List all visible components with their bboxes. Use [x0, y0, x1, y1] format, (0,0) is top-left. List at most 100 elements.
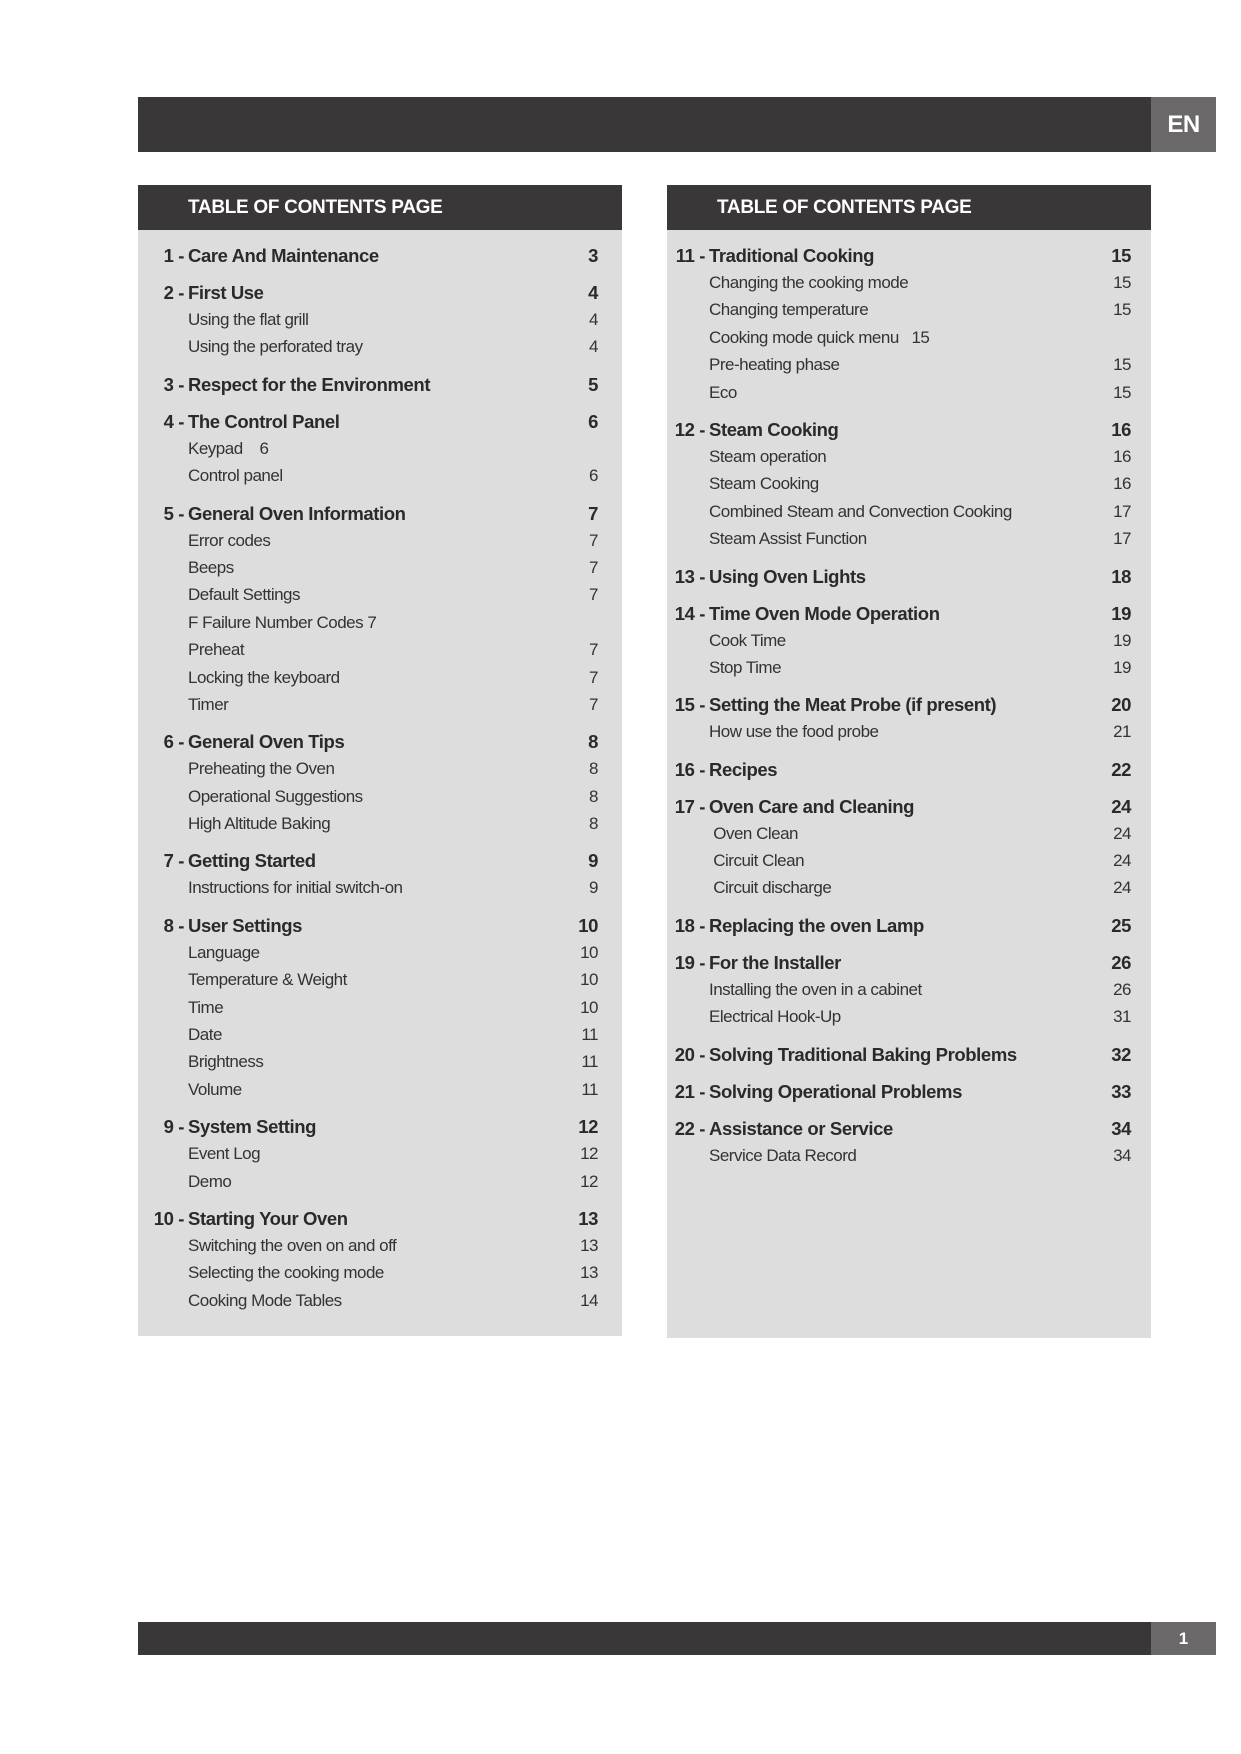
- toc-subitem[interactable]: Date 11: [138, 1021, 622, 1048]
- toc-subitem[interactable]: Circuit Clean 24: [667, 847, 1151, 874]
- toc-subitem[interactable]: Eco 15: [667, 379, 1151, 406]
- toc-chapter[interactable]: 1 - Care And Maintenance 3: [138, 242, 622, 269]
- chapter-number: 6 -: [163, 731, 185, 753]
- toc-subitem[interactable]: Pre-heating phase 15: [667, 351, 1151, 378]
- subitem-title: Electrical Hook-Up: [709, 1007, 841, 1027]
- toc-chapter[interactable]: 15 - Setting the Meat Probe (if present) 2…: [667, 691, 1151, 718]
- chapter-page: 34: [1111, 1117, 1131, 1139]
- toc-chapter[interactable]: 20 - Solving Traditional Baking Problems 3…: [667, 1041, 1151, 1068]
- toc-subitem[interactable]: Selecting the cooking mode 13: [138, 1259, 622, 1286]
- chapter-number: 19 -: [674, 951, 706, 973]
- toc-chapter[interactable]: 12 - Steam Cooking 16: [667, 416, 1151, 443]
- toc-subitem[interactable]: Oven Clean 24: [667, 820, 1151, 847]
- chapter-title: Solving Operational Problems: [709, 1080, 962, 1102]
- toc-subitem[interactable]: How use the food probe 21: [667, 718, 1151, 745]
- toc-subitem[interactable]: Operational Suggestions 8: [138, 783, 622, 810]
- toc-chapter[interactable]: 22 - Assistance or Service 34: [667, 1115, 1151, 1142]
- toc-chapter[interactable]: 13 - Using Oven Lights 18: [667, 563, 1151, 590]
- toc-subitem[interactable]: Steam operation 16: [667, 443, 1151, 470]
- subitem-page: 16: [1113, 446, 1131, 466]
- toc-chapter[interactable]: 2 - First Use 4: [138, 279, 622, 306]
- toc-subitem[interactable]: Cook Time 19: [667, 627, 1151, 654]
- chapter-number: 20 -: [674, 1043, 706, 1065]
- toc-subitem[interactable]: F Failure Number Codes 7: [138, 609, 622, 636]
- toc-subitem[interactable]: Combined Steam and Convection Cooking 17: [667, 498, 1151, 525]
- chapter-page: 20: [1111, 694, 1131, 716]
- toc-subitem[interactable]: Using the flat grill 4: [138, 306, 622, 333]
- chapter-title: First Use: [188, 282, 264, 303]
- subitem-title: Volume: [188, 1079, 242, 1099]
- subitem-title: Cooking mode quick menu 15: [709, 327, 930, 347]
- chapter-page: 24: [1111, 795, 1131, 817]
- toc-chapter[interactable]: 17 - Oven Care and Cleaning 24: [667, 793, 1151, 820]
- toc-subitem[interactable]: Timer 7: [138, 691, 622, 718]
- toc-chapter[interactable]: 4 - The Control Panel 6: [138, 408, 622, 435]
- toc-subitem[interactable]: Time 10: [138, 994, 622, 1021]
- toc-chapter[interactable]: 21 - Solving Operational Problems 33: [667, 1078, 1151, 1105]
- toc-subitem[interactable]: Cooking Mode Tables 14: [138, 1287, 622, 1314]
- toc-subitem[interactable]: Electrical Hook-Up 31: [667, 1003, 1151, 1030]
- toc-subitem[interactable]: Service Data Record 34: [667, 1142, 1151, 1169]
- toc-subitem[interactable]: Temperature & Weight 10: [138, 966, 622, 993]
- toc-chapter[interactable]: 3 - Respect for the Environment 5: [138, 371, 622, 398]
- chapter-number: 14 -: [674, 602, 706, 624]
- toc-subitem[interactable]: Beeps 7: [138, 554, 622, 581]
- toc-subitem[interactable]: High Altitude Baking 8: [138, 810, 622, 837]
- toc-subitem[interactable]: Error codes 7: [138, 527, 622, 554]
- toc-subitem[interactable]: Changing the cooking mode 15: [667, 269, 1151, 296]
- toc-chapter[interactable]: 6 - General Oven Tips 8: [138, 728, 622, 755]
- toc-chapter[interactable]: 9 - System Setting 12: [138, 1113, 622, 1140]
- toc-subitem[interactable]: Control panel 6: [138, 462, 622, 489]
- chapter-title: Care And Maintenance: [188, 245, 379, 266]
- toc-subitem[interactable]: Preheating the Oven 8: [138, 755, 622, 782]
- chapter-page: 4: [588, 282, 598, 303]
- subitem-title: Preheating the Oven: [188, 759, 335, 779]
- toc-subitem[interactable]: Changing temperature 15: [667, 296, 1151, 323]
- toc-list: 11 - Traditional Cooking 15 Changing the co…: [667, 230, 1151, 1169]
- toc-subitem[interactable]: Installing the oven in a cabinet 26: [667, 976, 1151, 1003]
- subitem-title: Combined Steam and Convection Cooking: [709, 501, 1012, 521]
- chapter-title: General Oven Information: [188, 502, 406, 524]
- toc-chapter[interactable]: 18 - Replacing the oven Lamp 25: [667, 912, 1151, 939]
- toc-subitem[interactable]: Preheat 7: [138, 636, 622, 663]
- subitem-title: Steam Cooking: [709, 474, 819, 494]
- subitem-page: 9: [589, 878, 598, 898]
- toc-chapter[interactable]: 5 - General Oven Information 7: [138, 500, 622, 527]
- toc-chapter[interactable]: 8 - User Settings 10: [138, 912, 622, 939]
- toc-subitem[interactable]: Circuit discharge 24: [667, 874, 1151, 901]
- toc-subitem[interactable]: Steam Assist Function 17: [667, 525, 1151, 552]
- toc-subitem[interactable]: Default Settings 7: [138, 581, 622, 608]
- toc-subitem[interactable]: Cooking mode quick menu 15: [667, 324, 1151, 351]
- toc-subitem[interactable]: Steam Cooking 16: [667, 470, 1151, 497]
- toc-subitem[interactable]: Switching the oven on and off 13: [138, 1232, 622, 1259]
- toc-chapter[interactable]: 14 - Time Oven Mode Operation 19: [667, 600, 1151, 627]
- toc-subitem[interactable]: Using the perforated tray 4: [138, 333, 622, 360]
- subitem-page: 10: [580, 970, 598, 990]
- toc-subitem[interactable]: Keypad 6: [138, 435, 622, 462]
- toc-subitem[interactable]: Event Log 12: [138, 1140, 622, 1167]
- toc-panel-right: TABLE OF CONTENTS PAGE 11 - Traditional C…: [667, 185, 1151, 1338]
- subitem-title: Date: [188, 1025, 222, 1045]
- subitem-title: Eco: [709, 382, 737, 402]
- subitem-page: 11: [581, 1025, 598, 1045]
- toc-subitem[interactable]: Instructions for initial switch-on 9: [138, 874, 622, 901]
- chapter-page: 25: [1111, 914, 1131, 936]
- subitem-title: Circuit discharge: [709, 878, 832, 898]
- toc-chapter[interactable]: 7 - Getting Started 9: [138, 847, 622, 874]
- toc-subitem[interactable]: Language 10: [138, 939, 622, 966]
- toc-subitem[interactable]: Locking the keyboard 7: [138, 664, 622, 691]
- toc-chapter[interactable]: 16 - Recipes 22: [667, 756, 1151, 783]
- toc-subitem[interactable]: Brightness 11: [138, 1048, 622, 1075]
- toc-chapter[interactable]: 11 - Traditional Cooking 15: [667, 242, 1151, 269]
- chapter-title: The Control Panel: [188, 410, 340, 432]
- toc-subitem[interactable]: Demo 12: [138, 1168, 622, 1195]
- toc-chapter[interactable]: 10 - Starting Your Oven 13: [138, 1205, 622, 1232]
- toc-chapter[interactable]: 19 - For the Installer 26: [667, 949, 1151, 976]
- subitem-title: Changing temperature: [709, 300, 869, 320]
- toc-subitem[interactable]: Volume 11: [138, 1076, 622, 1103]
- chapter-page: 32: [1111, 1043, 1131, 1065]
- chapter-page: 13: [578, 1207, 598, 1229]
- subitem-title: Locking the keyboard: [188, 667, 340, 687]
- subitem-title: Language: [188, 942, 260, 962]
- toc-subitem[interactable]: Stop Time 19: [667, 654, 1151, 681]
